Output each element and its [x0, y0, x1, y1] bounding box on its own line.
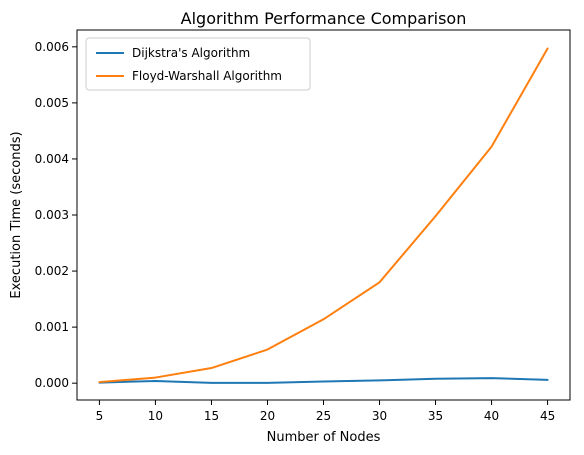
x-tick-label: 10 — [148, 409, 163, 423]
y-tick-label: 0.002 — [35, 264, 69, 278]
legend-box — [85, 37, 311, 91]
y-tick-label: 0.003 — [35, 208, 69, 222]
y-tick-label: 0.004 — [35, 152, 69, 166]
series-line-1 — [98, 47, 549, 384]
y-tick-label: 0.001 — [35, 320, 69, 334]
x-tick-label: 35 — [428, 409, 443, 423]
x-tick-label: 5 — [96, 409, 104, 423]
legend: Dijkstra's Algorithm Floyd-Warshall Algor… — [85, 37, 311, 91]
y-tick-label: 0.006 — [35, 40, 69, 54]
x-tick-label: 40 — [484, 409, 499, 423]
legend-label-0: Dijkstra's Algorithm — [132, 46, 250, 60]
series-layer — [98, 47, 549, 384]
x-axis-label: Number of Nodes — [267, 430, 381, 445]
x-tick-label: 15 — [204, 409, 219, 423]
x-tick-label: 30 — [372, 409, 387, 423]
x-tick-label: 25 — [316, 409, 331, 423]
legend-label-1: Floyd-Warshall Algorithm — [132, 69, 282, 83]
x-axis: 5 10 15 20 25 30 35 40 45 — [96, 400, 555, 423]
y-axis: 0.000 0.001 0.002 0.003 0.004 0.005 0.006 — [35, 40, 77, 390]
series-line-0 — [98, 377, 549, 384]
y-axis-label: Execution Time (seconds) — [9, 131, 24, 298]
y-tick-label: 0.005 — [35, 96, 69, 110]
y-tick-label: 0.000 — [35, 376, 69, 390]
x-tick-label: 45 — [540, 409, 555, 423]
chart-title: Algorithm Performance Comparison — [181, 9, 467, 28]
x-tick-label: 20 — [260, 409, 275, 423]
